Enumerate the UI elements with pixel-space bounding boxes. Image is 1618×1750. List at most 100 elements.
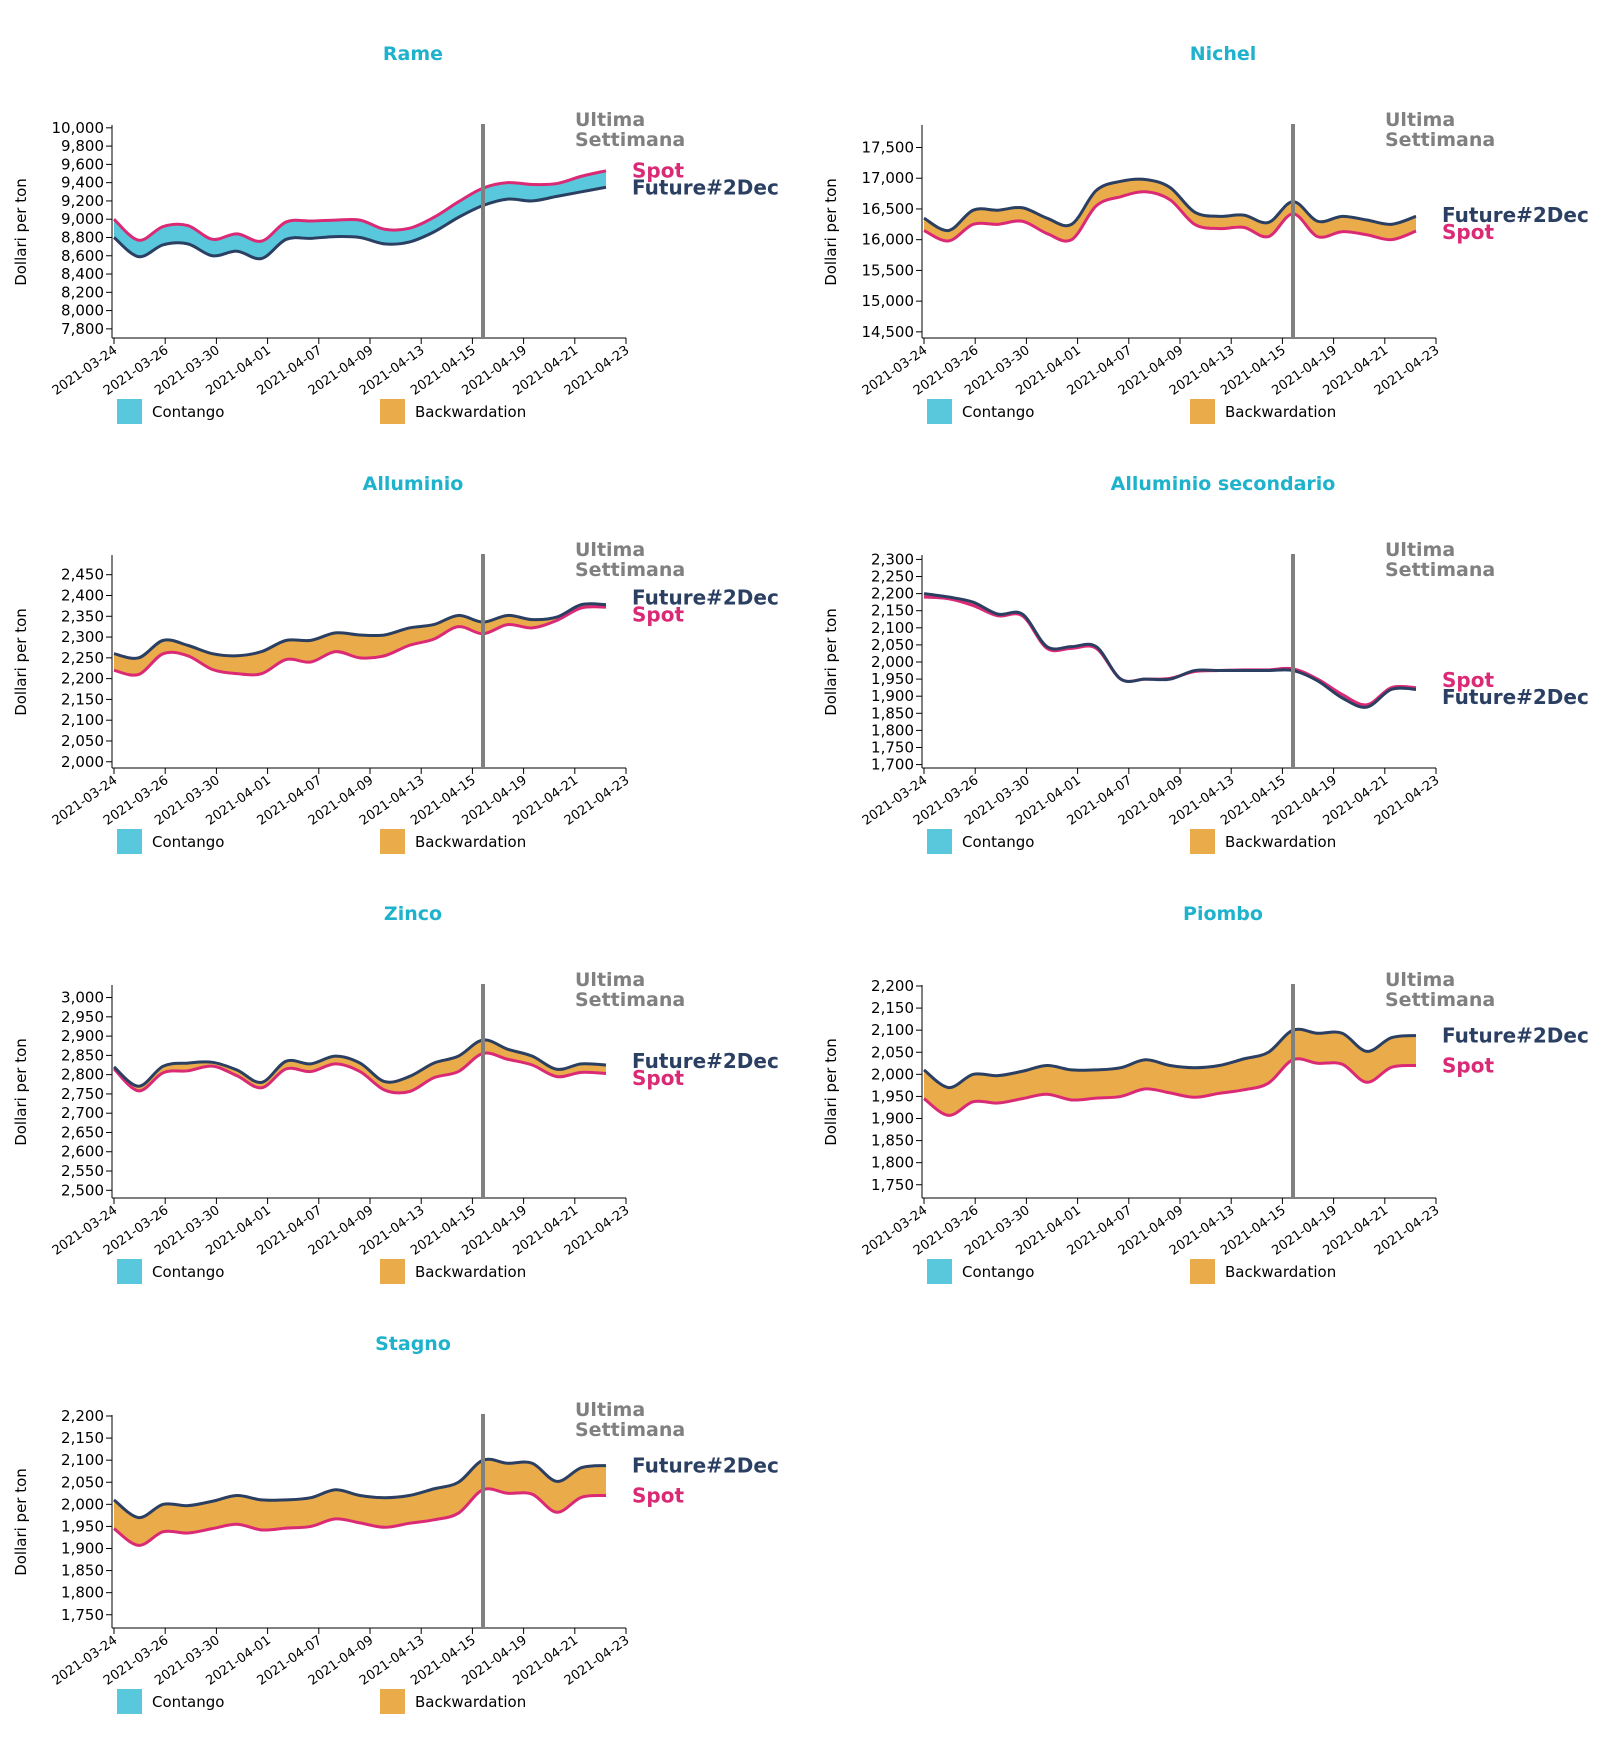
y-tick-label: 2,000 bbox=[871, 653, 914, 671]
y-axis-label: Dollari per ton bbox=[822, 608, 840, 716]
legend-swatch-backwardation bbox=[380, 829, 405, 854]
chart-svg: Alluminio 2,000 2,050 2,100 2,150 2,200 2,250 2… bbox=[12, 473, 779, 854]
chart-panel-rame: Rame 7,800 8,000 8,200 8,400 8,600 8,800 9,000 9… bbox=[0, 30, 800, 460]
spot-end-label: Spot bbox=[632, 1484, 684, 1508]
y-tick-label: 1,950 bbox=[871, 1087, 914, 1105]
y-tick-label: 2,200 bbox=[61, 670, 104, 688]
last-week-label-line1: Ultima bbox=[575, 1399, 645, 1421]
legend-label-contango: Contango bbox=[152, 1693, 224, 1711]
chart-svg: Rame7,8008,0008,2008,4008,6008,8009,0009… bbox=[12, 43, 779, 424]
y-tick-label: 1,850 bbox=[871, 704, 914, 722]
y-tick-label: 2,550 bbox=[61, 1162, 104, 1180]
future-line bbox=[923, 177, 1417, 232]
y-axis-label: Dollari per ton bbox=[12, 608, 30, 716]
legend-label-backwardation: Backwardation bbox=[1225, 403, 1336, 421]
y-tick-label: 9,800 bbox=[61, 137, 104, 155]
y-tick-label: 2,100 bbox=[871, 1021, 914, 1039]
y-tick-label: 2,150 bbox=[871, 602, 914, 620]
chart-svg: Stagno 1,750 1,800 1,850 1,900 1,950 2,000 2,05… bbox=[12, 1333, 779, 1714]
y-tick-label: 1,800 bbox=[61, 1584, 104, 1602]
spot-end-label: Spot bbox=[632, 159, 684, 183]
future-line bbox=[113, 185, 607, 261]
legend-label-backwardation: Backwardation bbox=[415, 1263, 526, 1281]
y-tick-label: 2,050 bbox=[871, 1043, 914, 1061]
y-tick-label: 8,000 bbox=[61, 302, 104, 320]
y-tick-label: 8,200 bbox=[61, 283, 104, 301]
legend-label-backwardation: Backwardation bbox=[415, 833, 526, 851]
y-tick-label: 10,000 bbox=[52, 119, 105, 137]
y-tick-label: 2,800 bbox=[61, 1066, 104, 1084]
y-tick-label: 1,900 bbox=[871, 1110, 914, 1128]
y-tick-label: 2,000 bbox=[61, 1495, 104, 1513]
y-tick-label: 1,900 bbox=[61, 1540, 104, 1558]
y-tick-label: 2,500 bbox=[61, 1181, 104, 1199]
legend-swatch-contango bbox=[927, 829, 952, 854]
y-tick-label: 2,200 bbox=[871, 977, 914, 995]
spot-end-label: Spot bbox=[632, 602, 684, 626]
legend-swatch-contango bbox=[117, 1689, 142, 1714]
y-axis-label: Dollari per ton bbox=[822, 178, 840, 286]
legend-swatch-contango bbox=[117, 1259, 142, 1284]
y-axis-label: Dollari per ton bbox=[12, 1038, 30, 1146]
legend-swatch-contango bbox=[927, 399, 952, 424]
future-line bbox=[113, 602, 607, 660]
legend-swatch-backwardation bbox=[1190, 829, 1215, 854]
chart-panel-zinco: Zinco 2,500 2,550 2,600 2,650 2,700 2,750 2,800… bbox=[0, 890, 800, 1320]
chart-title: Nichel bbox=[1190, 43, 1257, 65]
chart-panel-piombo: Piombo 1,750 1,800 1,850 1,900 1,950 2,000 2,05… bbox=[810, 890, 1610, 1320]
y-tick-label: 17,500 bbox=[862, 139, 915, 157]
legend-swatch-contango bbox=[117, 399, 142, 424]
y-tick-label: 2,300 bbox=[871, 550, 914, 568]
y-tick-label: 1,750 bbox=[871, 738, 914, 756]
y-tick-label: 2,900 bbox=[61, 1027, 104, 1045]
future-end-label: Future#2Dec bbox=[632, 1453, 779, 1477]
legend-label-backwardation: Backwardation bbox=[415, 403, 526, 421]
y-tick-label: 2,000 bbox=[871, 1065, 914, 1083]
chart-panel-nichel: Nichel 14,500 15,000 15,500 16,000 16,500 17,0… bbox=[810, 30, 1610, 460]
y-tick-label: 2,850 bbox=[61, 1046, 104, 1064]
future-line bbox=[923, 592, 1417, 709]
contango-area bbox=[114, 170, 606, 259]
y-axis-label: Dollari per ton bbox=[12, 178, 30, 286]
chart-title: Rame bbox=[383, 43, 443, 65]
y-tick-label: 1,800 bbox=[871, 721, 914, 739]
spot-line bbox=[112, 1051, 607, 1095]
y-tick-label: 8,800 bbox=[61, 228, 104, 246]
future-end-label: Future#2Dec bbox=[632, 1049, 779, 1073]
legend-label-backwardation: Backwardation bbox=[1225, 1263, 1336, 1281]
chart-svg: Nichel 14,500 15,000 15,500 16,000 16,500 17,0… bbox=[822, 43, 1589, 424]
legend-label-backwardation: Backwardation bbox=[415, 1693, 526, 1711]
y-tick-label: 2,450 bbox=[61, 566, 104, 584]
future-line bbox=[112, 1038, 607, 1088]
legend-label-contango: Contango bbox=[152, 833, 224, 851]
chart-panel-alluminio: Alluminio 2,000 2,050 2,100 2,150 2,200 2,250 2… bbox=[0, 460, 800, 890]
spot-line bbox=[113, 1487, 607, 1547]
y-tick-label: 2,650 bbox=[61, 1123, 104, 1141]
y-tick-label: 2,050 bbox=[871, 636, 914, 654]
y-tick-label: 2,950 bbox=[61, 1008, 104, 1026]
y-tick-label: 9,200 bbox=[61, 192, 104, 210]
legend-label-contango: Contango bbox=[962, 833, 1034, 851]
legend-swatch-backwardation bbox=[380, 399, 405, 424]
y-tick-label: 1,700 bbox=[871, 756, 914, 774]
y-tick-label: 15,500 bbox=[862, 261, 915, 279]
y-tick-label: 16,500 bbox=[862, 200, 915, 218]
y-tick-label: 2,100 bbox=[61, 711, 104, 729]
last-week-label-line2: Settimana bbox=[575, 989, 685, 1011]
y-tick-label: 1,850 bbox=[871, 1132, 914, 1150]
legend-swatch-contango bbox=[117, 829, 142, 854]
y-tick-label: 2,150 bbox=[61, 690, 104, 708]
y-tick-label: 3,000 bbox=[61, 989, 104, 1007]
y-tick-label: 1,900 bbox=[871, 687, 914, 705]
y-tick-label: 2,200 bbox=[871, 585, 914, 603]
legend-label-contango: Contango bbox=[962, 403, 1034, 421]
last-week-label-line1: Ultima bbox=[1385, 969, 1455, 991]
y-tick-label: 2,600 bbox=[61, 1143, 104, 1161]
last-week-label-line1: Ultima bbox=[1385, 109, 1455, 131]
backwardation-area bbox=[924, 1029, 1416, 1116]
chart-svg: Alluminio secondario 1,7001,7501,8001,850… bbox=[822, 473, 1589, 854]
spot-line bbox=[923, 1057, 1417, 1117]
y-tick-label: 2,200 bbox=[61, 1407, 104, 1425]
backwardation-area bbox=[924, 179, 1416, 242]
